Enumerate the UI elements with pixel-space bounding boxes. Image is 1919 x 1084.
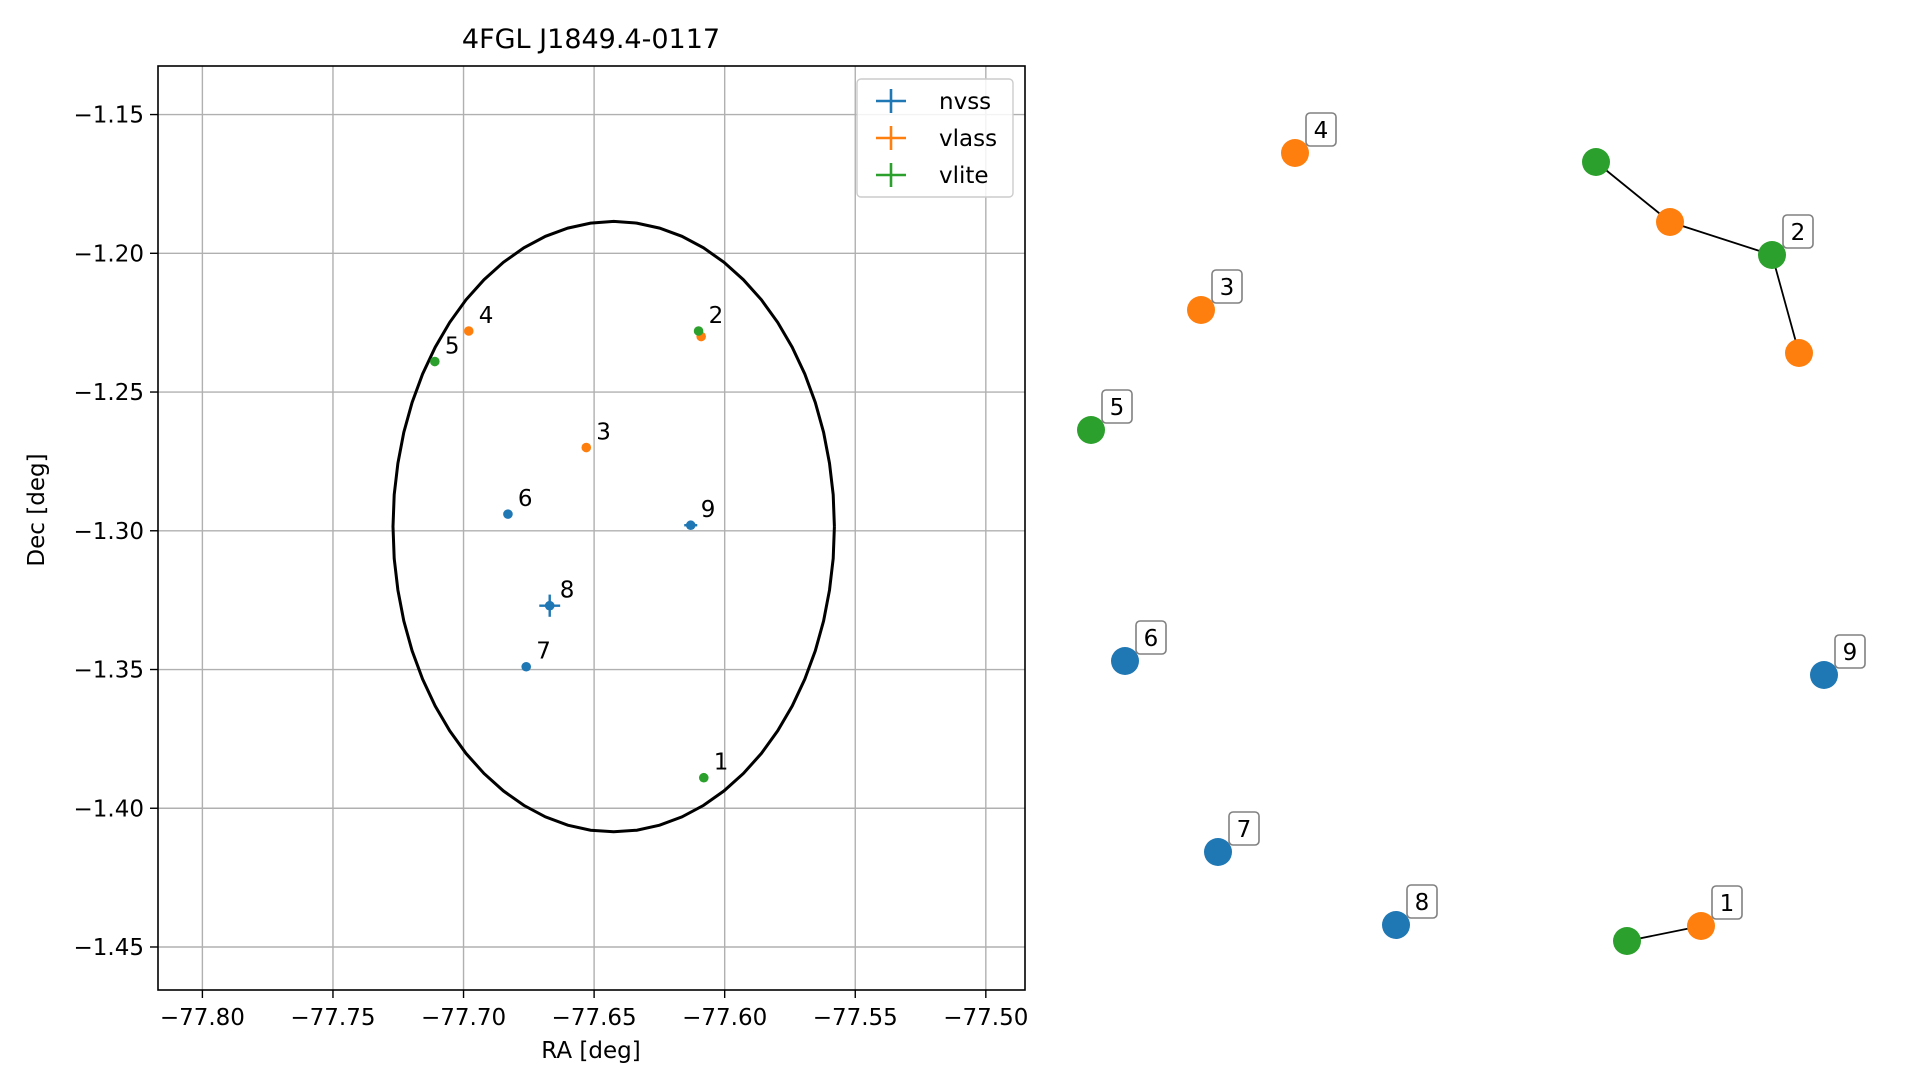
y-tick-label: −1.20 xyxy=(74,241,144,267)
legend: nvss vlass vlite xyxy=(856,78,1014,198)
node-label-box xyxy=(1211,269,1243,304)
y-tick-label: −1.45 xyxy=(74,935,144,961)
node-label: 7 xyxy=(1237,817,1252,843)
node-label: 6 xyxy=(1144,626,1159,652)
node-label-box xyxy=(1228,811,1260,846)
nvss-point xyxy=(685,520,696,531)
x-axis-label: RA [deg] xyxy=(541,1038,640,1064)
nvss-point xyxy=(503,509,513,519)
node-label: 1 xyxy=(1720,891,1735,917)
point-label: 8 xyxy=(560,578,575,604)
legend-label: vlass xyxy=(939,126,997,152)
legend-label: vlite xyxy=(939,163,989,189)
node-label-box xyxy=(1711,885,1743,920)
point-label: 4 xyxy=(479,303,494,329)
legend-label: nvss xyxy=(939,89,991,115)
node-label: 3 xyxy=(1220,275,1235,301)
vlass-point xyxy=(463,326,474,336)
vlass-node xyxy=(1187,296,1215,324)
node-label-box xyxy=(1834,634,1866,669)
nvss-node xyxy=(1382,911,1410,939)
nvss-point xyxy=(521,661,532,672)
nvss-point xyxy=(544,600,555,611)
node-label-box xyxy=(1305,112,1337,147)
node-label-box xyxy=(1101,389,1133,424)
x-tick-label: −77.65 xyxy=(552,1005,637,1031)
vlite-point xyxy=(698,772,709,783)
point-label: 2 xyxy=(709,303,724,329)
vlass-node xyxy=(1656,208,1684,236)
node-label: 4 xyxy=(1314,118,1329,144)
scatter-panel: 6 9 8 7 4 3 5 2 1 −77.80 −77.75 −77.70 −77.65 −77.60… xyxy=(24,24,1028,1064)
node-label: 9 xyxy=(1843,640,1858,666)
vlite-node xyxy=(1613,927,1641,955)
point-label: 1 xyxy=(714,750,729,776)
vlass-node xyxy=(1785,339,1813,367)
node-label-box xyxy=(1135,620,1167,655)
x-tick-label: −77.70 xyxy=(421,1005,506,1031)
vlass-point xyxy=(581,442,592,453)
point-label: 7 xyxy=(536,639,551,665)
y-tick-label: −1.25 xyxy=(74,380,144,406)
plot-frame xyxy=(157,65,1026,991)
node-label-box xyxy=(1782,214,1814,249)
vlite-point xyxy=(430,356,440,367)
x-tick-label: −77.50 xyxy=(943,1005,1028,1031)
point-label: 6 xyxy=(518,486,533,512)
y-tick-label: −1.35 xyxy=(74,658,144,684)
vlite-point xyxy=(693,326,704,336)
network-edge xyxy=(1771,254,1800,354)
y-axis-label: Dec [deg] xyxy=(24,453,50,566)
node-label: 2 xyxy=(1791,220,1806,246)
x-tick-label: −77.80 xyxy=(160,1005,245,1031)
points-layer: 6 9 8 7 4 3 5 2 1 xyxy=(430,303,728,783)
node-label: 8 xyxy=(1415,890,1430,916)
network-edge xyxy=(1595,161,1671,223)
localization-ellipse xyxy=(391,219,836,834)
network-edges xyxy=(1595,161,1800,942)
ellipse-layer xyxy=(391,219,836,834)
grid-lines xyxy=(158,66,1025,990)
vlite-node xyxy=(1582,148,1610,176)
point-label: 3 xyxy=(596,420,611,446)
vlass-node xyxy=(1281,139,1309,167)
y-tick-label: −1.15 xyxy=(74,103,144,129)
nvss-node xyxy=(1111,647,1139,675)
x-tick-label: −77.55 xyxy=(813,1005,898,1031)
point-label: 5 xyxy=(445,334,460,360)
tick-labels: −77.80 −77.75 −77.70 −77.65 −77.60 −77.55 −77.… xyxy=(74,103,1029,1031)
node-label: 5 xyxy=(1110,395,1125,421)
vlite-node xyxy=(1077,416,1105,444)
vlass-node xyxy=(1687,912,1715,940)
node-label-box xyxy=(1406,884,1438,919)
x-tick-label: −77.60 xyxy=(682,1005,767,1031)
y-tick-label: −1.30 xyxy=(74,519,144,545)
network-edge xyxy=(1669,221,1773,256)
nvss-node xyxy=(1204,838,1232,866)
network-panel: 4 2 3 5 6 9 7 8 1 xyxy=(1077,112,1866,955)
chart-title: 4FGL J1849.4-0117 xyxy=(462,24,720,55)
nvss-node xyxy=(1810,661,1838,689)
legend-box xyxy=(856,78,1014,198)
y-tick-label: −1.40 xyxy=(74,796,144,822)
axes-frame xyxy=(150,65,1026,998)
point-label: 9 xyxy=(701,497,716,523)
network-nodes: 4 2 3 5 6 9 7 8 1 xyxy=(1077,112,1866,955)
vlite-node xyxy=(1758,241,1786,269)
x-tick-label: −77.75 xyxy=(290,1005,375,1031)
